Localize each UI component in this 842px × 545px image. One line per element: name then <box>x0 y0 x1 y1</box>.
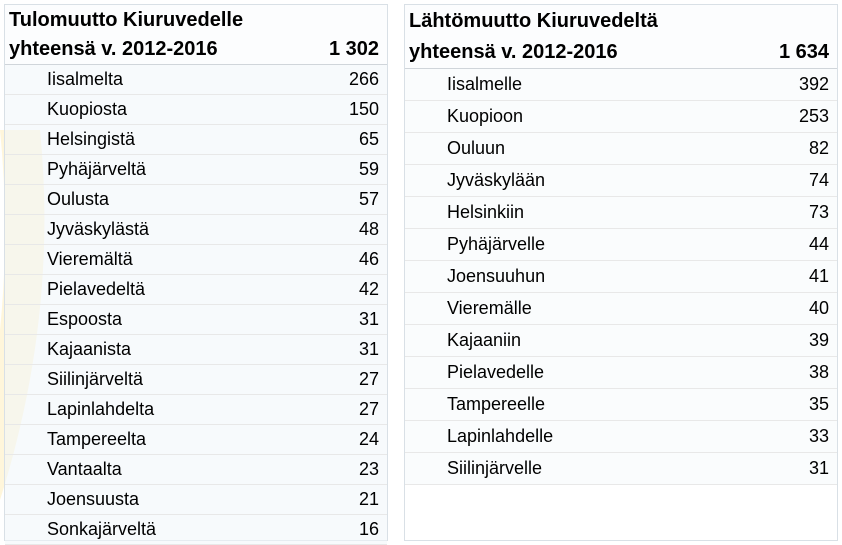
table-row: Vantaalta23 <box>5 455 387 485</box>
table-row: Iisalmelle392 <box>405 69 837 101</box>
row-value: 23 <box>299 459 387 480</box>
table-row: Sonkajärveltä16 <box>5 515 387 545</box>
row-label: Tampereelta <box>43 429 299 450</box>
row-label: Siilinjärveltä <box>43 369 299 390</box>
table-row: Kuopioon253 <box>405 101 837 133</box>
table-row: Kuopiosta150 <box>5 95 387 125</box>
table-row: Vieremältä46 <box>5 245 387 275</box>
row-label: Kajaanista <box>43 339 299 360</box>
table-row: Vieremälle40 <box>405 293 837 325</box>
row-value: 57 <box>299 189 387 210</box>
row-label: Joensuuhun <box>443 266 749 287</box>
row-label: Lapinlahdelta <box>43 399 299 420</box>
row-value: 48 <box>299 219 387 240</box>
table-row: Ouluun82 <box>405 133 837 165</box>
row-value: 65 <box>299 129 387 150</box>
row-label: Jyväskylästä <box>43 219 299 240</box>
outgoing-migration-table: Lähtömuutto Kiuruvedeltä yhteensä v. 201… <box>404 4 838 541</box>
table-row: Joensuusta21 <box>5 485 387 515</box>
row-label: Helsingistä <box>43 129 299 150</box>
row-label: Ouluun <box>443 138 749 159</box>
row-label: Jyväskylään <box>443 170 749 191</box>
header-total: 1 634 <box>749 41 837 64</box>
row-value: 42 <box>299 279 387 300</box>
header-subtitle: yhteensä v. 2012-2016 <box>405 41 749 64</box>
row-value: 44 <box>749 234 837 255</box>
row-value: 24 <box>299 429 387 450</box>
row-label: Oulusta <box>43 189 299 210</box>
row-value: 35 <box>749 394 837 415</box>
row-label: Helsinkiin <box>443 202 749 223</box>
table-row: Pyhäjärveltä59 <box>5 155 387 185</box>
table-row: Lapinlahdelle33 <box>405 421 837 453</box>
incoming-migration-table: Tulomuutto Kiuruvedelle yhteensä v. 2012… <box>4 4 388 541</box>
header-total: 1 302 <box>299 38 387 61</box>
table-header-row1: Lähtömuutto Kiuruvedeltä <box>405 5 837 37</box>
table-row: Tampereelta24 <box>5 425 387 455</box>
row-value: 59 <box>299 159 387 180</box>
row-label: Pielavedelle <box>443 362 749 383</box>
table-row: Jyväskylästä48 <box>5 215 387 245</box>
table-row: Helsingistä65 <box>5 125 387 155</box>
row-value: 33 <box>749 426 837 447</box>
row-label: Pyhäjärveltä <box>43 159 299 180</box>
row-value: 21 <box>299 489 387 510</box>
table-row: Espoosta31 <box>5 305 387 335</box>
row-value: 31 <box>299 339 387 360</box>
row-label: Lapinlahdelle <box>443 426 749 447</box>
row-label: Espoosta <box>43 309 299 330</box>
table-row: Siilinjärvelle31 <box>405 453 837 485</box>
row-value: 31 <box>299 309 387 330</box>
row-value: 31 <box>749 458 837 479</box>
row-label: Kuopiosta <box>43 99 299 120</box>
header-title: Tulomuutto Kiuruvedelle <box>5 9 299 32</box>
table-row: Helsinkiin73 <box>405 197 837 229</box>
row-value: 392 <box>749 74 837 95</box>
table-row: Tampereelle35 <box>405 389 837 421</box>
row-value: 253 <box>749 106 837 127</box>
row-label: Vieremälle <box>443 298 749 319</box>
table-row: Pielavedeltä42 <box>5 275 387 305</box>
table-row: Oulusta57 <box>5 185 387 215</box>
table-header-row2: yhteensä v. 2012-2016 1 302 <box>5 35 387 65</box>
header-subtitle: yhteensä v. 2012-2016 <box>5 38 299 61</box>
row-label: Kuopioon <box>443 106 749 127</box>
row-label: Joensuusta <box>43 489 299 510</box>
row-value: 46 <box>299 249 387 270</box>
row-label: Pyhäjärvelle <box>443 234 749 255</box>
table-row: Pyhäjärvelle44 <box>405 229 837 261</box>
row-value: 73 <box>749 202 837 223</box>
row-label: Vieremältä <box>43 249 299 270</box>
table-row: Pielavedelle38 <box>405 357 837 389</box>
row-label: Vantaalta <box>43 459 299 480</box>
row-value: 16 <box>299 519 387 540</box>
row-label: Iisalmelle <box>443 74 749 95</box>
row-label: Siilinjärvelle <box>443 458 749 479</box>
table-row: Lapinlahdelta27 <box>5 395 387 425</box>
row-value: 38 <box>749 362 837 383</box>
row-value: 27 <box>299 399 387 420</box>
table-row: Siilinjärveltä27 <box>5 365 387 395</box>
row-label: Pielavedeltä <box>43 279 299 300</box>
table-row: Joensuuhun41 <box>405 261 837 293</box>
row-label: Sonkajärveltä <box>43 519 299 540</box>
row-value: 41 <box>749 266 837 287</box>
table-row: Jyväskylään74 <box>405 165 837 197</box>
row-label: Kajaaniin <box>443 330 749 351</box>
row-label: Tampereelle <box>443 394 749 415</box>
row-value: 40 <box>749 298 837 319</box>
table-header-row1: Tulomuutto Kiuruvedelle <box>5 5 387 35</box>
row-value: 266 <box>299 69 387 90</box>
row-value: 82 <box>749 138 837 159</box>
table-row: Kajaanista31 <box>5 335 387 365</box>
row-value: 27 <box>299 369 387 390</box>
row-value: 150 <box>299 99 387 120</box>
header-title: Lähtömuutto Kiuruvedeltä <box>405 10 749 33</box>
table-row: Iisalmelta266 <box>5 65 387 95</box>
row-label: Iisalmelta <box>43 69 299 90</box>
table-row: Kajaaniin39 <box>405 325 837 357</box>
table-header-row2: yhteensä v. 2012-2016 1 634 <box>405 37 837 69</box>
row-value: 39 <box>749 330 837 351</box>
row-value: 74 <box>749 170 837 191</box>
